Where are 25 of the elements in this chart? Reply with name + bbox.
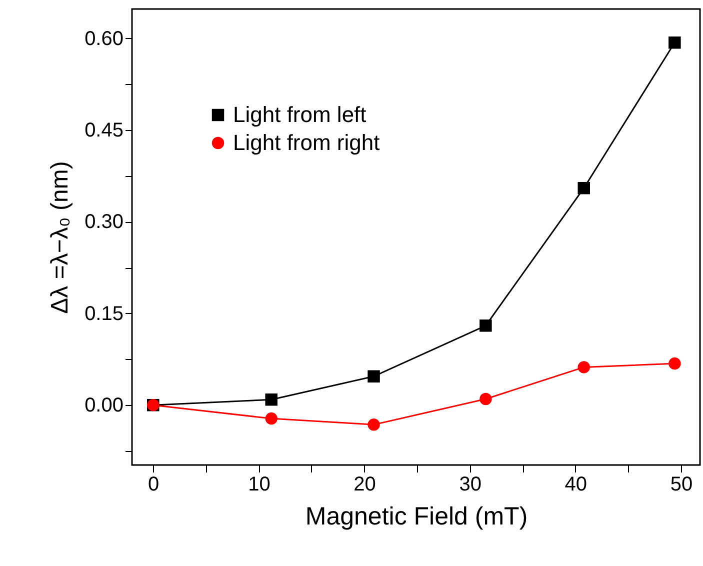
point <box>265 412 278 425</box>
y-tick-label: 0.00 <box>84 394 124 417</box>
point <box>578 361 590 374</box>
y-tick-label: 0.45 <box>84 120 124 142</box>
y-tick-label: 0.60 <box>84 28 124 50</box>
x-tick-label: 30 <box>459 474 482 496</box>
x-tick-label: 20 <box>354 474 376 496</box>
point <box>578 182 590 194</box>
legend-label: Light from right <box>233 130 380 155</box>
x-tick-label: 10 <box>248 474 270 496</box>
legend-label: Light from left <box>233 102 366 127</box>
x-tick-label: 0 <box>148 474 160 496</box>
x-tick-label: 50 <box>670 474 693 496</box>
y-tick-label: 0.30 <box>84 211 124 234</box>
point <box>368 370 380 382</box>
point <box>480 392 492 406</box>
x-tick-label: 40 <box>564 474 588 496</box>
point <box>368 418 380 431</box>
y-tick-label: 0.15 <box>84 302 124 325</box>
y-axis-title: Δλ =λ−λ₀ (nm) <box>46 161 74 314</box>
point <box>265 393 278 406</box>
point <box>480 320 492 332</box>
point <box>668 36 681 49</box>
point <box>668 357 681 370</box>
x-axis-title: Magnetic Field (mT) <box>305 502 528 530</box>
